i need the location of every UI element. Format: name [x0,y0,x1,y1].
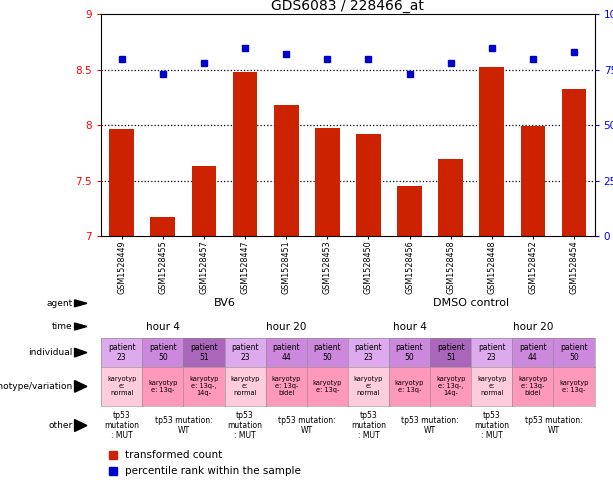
Text: genotype/variation: genotype/variation [0,382,73,391]
Text: patient
44: patient 44 [519,343,547,362]
Text: tp53 mutation:
WT: tp53 mutation: WT [278,416,335,435]
Text: other: other [48,421,73,430]
Text: percentile rank within the sample: percentile rank within the sample [124,467,300,476]
Bar [438,158,463,236]
Text: time: time [52,322,73,331]
Text: tp53
mutation
: MUT: tp53 mutation : MUT [104,411,139,440]
Text: patient
23: patient 23 [478,343,506,362]
Text: karyotyp
e:
normal: karyotyp e: normal [354,376,383,397]
Text: tp53 mutation:
WT: tp53 mutation: WT [154,416,212,435]
Text: individual: individual [28,348,73,357]
Bar [397,186,422,236]
Text: karyotyp
e:
normal: karyotyp e: normal [107,376,137,397]
Bar [192,166,216,236]
Bar [233,72,257,236]
Text: karyotyp
e:
normal: karyotyp e: normal [477,376,506,397]
Text: karyotyp
e: 13q-,
14q-: karyotyp e: 13q-, 14q- [189,376,219,397]
Text: patient
23: patient 23 [108,343,135,362]
Text: karyotyp
e: 13q-: karyotyp e: 13q- [395,380,424,393]
Polygon shape [75,300,87,307]
Bar [356,134,381,236]
Text: patient
23: patient 23 [231,343,259,362]
Text: patient
50: patient 50 [313,343,341,362]
Text: karyotyp
e:
normal: karyotyp e: normal [230,376,260,397]
Text: karyotyp
e: 13q-: karyotyp e: 13q- [148,380,178,393]
Bar [479,67,504,236]
Bar [315,128,340,236]
Polygon shape [75,381,87,392]
Text: patient
50: patient 50 [149,343,177,362]
Text: agent: agent [47,299,73,308]
Bar [151,217,175,236]
Text: hour 4: hour 4 [392,322,427,331]
Text: karyotyp
e: 13q-
bidel: karyotyp e: 13q- bidel [272,376,301,397]
Text: patient
51: patient 51 [437,343,465,362]
Title: GDS6083 / 228466_at: GDS6083 / 228466_at [272,0,424,14]
Text: hour 4: hour 4 [146,322,180,331]
Text: karyotyp
e: 13q-: karyotyp e: 13q- [559,380,588,393]
Text: BV6: BV6 [213,298,235,308]
Text: hour 20: hour 20 [512,322,553,331]
Text: patient
51: patient 51 [190,343,218,362]
Polygon shape [75,420,87,431]
Text: DMSO control: DMSO control [433,298,509,308]
Polygon shape [75,323,87,330]
Text: tp53
mutation
: MUT: tp53 mutation : MUT [227,411,262,440]
Text: patient
23: patient 23 [355,343,383,362]
Text: tp53 mutation:
WT: tp53 mutation: WT [525,416,582,435]
Text: tp53 mutation:
WT: tp53 mutation: WT [402,416,459,435]
Bar [109,128,134,236]
Text: patient
50: patient 50 [560,343,588,362]
Bar [520,127,545,236]
Text: karyotyp
e: 13q-
bidel: karyotyp e: 13q- bidel [518,376,547,397]
Polygon shape [75,348,87,357]
Text: transformed count: transformed count [124,451,222,460]
Text: patient
44: patient 44 [272,343,300,362]
Text: hour 20: hour 20 [266,322,306,331]
Bar [562,89,587,236]
Text: karyotyp
e: 13q-,
14q-: karyotyp e: 13q-, 14q- [436,376,465,397]
Bar [274,105,299,236]
Text: karyotyp
e: 13q-: karyotyp e: 13q- [313,380,342,393]
Text: patient
50: patient 50 [396,343,424,362]
Text: tp53
mutation
: MUT: tp53 mutation : MUT [351,411,386,440]
Text: tp53
mutation
: MUT: tp53 mutation : MUT [474,411,509,440]
